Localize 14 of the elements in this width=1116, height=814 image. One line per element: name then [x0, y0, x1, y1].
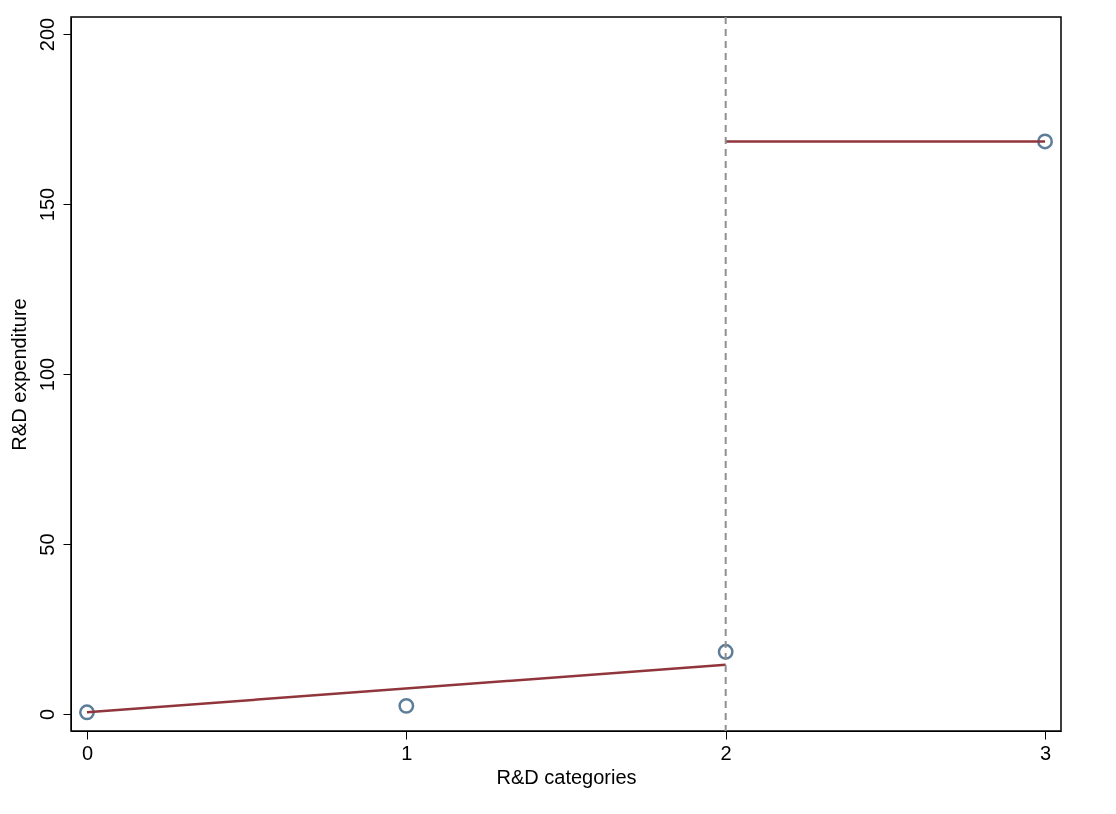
x-axis-title: R&D categories — [496, 765, 637, 788]
x-tick-label: 0 — [81, 741, 94, 764]
y-tick-label: 0 — [35, 708, 58, 721]
x-tick-label: 2 — [720, 741, 732, 764]
x-tick-label: 3 — [1039, 741, 1052, 764]
y-tick-label: 200 — [35, 17, 58, 52]
x-tick-label: 1 — [401, 741, 413, 764]
y-axis-title: R&D expenditure — [7, 298, 30, 451]
point — [717, 643, 734, 660]
point — [1037, 133, 1053, 150]
y-tick-label: 150 — [35, 187, 58, 222]
y-tick-label: 50 — [35, 533, 58, 556]
y-tick-label: 100 — [35, 357, 58, 392]
point — [398, 697, 415, 714]
